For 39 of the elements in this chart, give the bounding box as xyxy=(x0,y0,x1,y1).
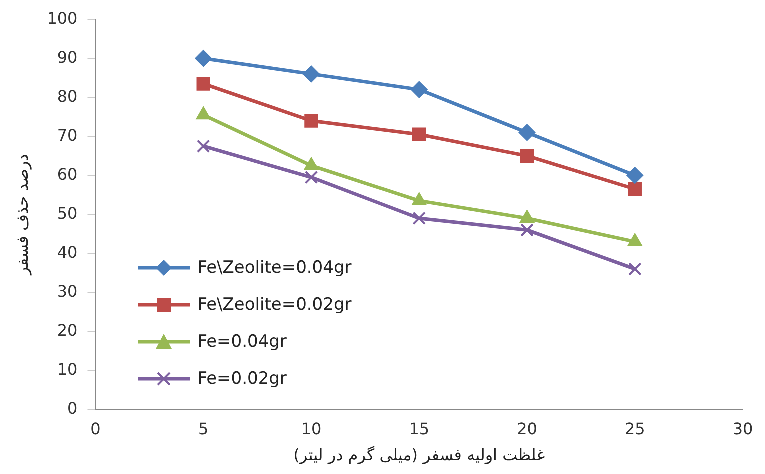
point xyxy=(196,77,210,91)
y-tick-label: 100 xyxy=(47,8,78,28)
point xyxy=(412,128,426,142)
x-tick-label: 0 xyxy=(90,419,101,438)
point xyxy=(195,50,212,68)
x-tick-label: 10 xyxy=(301,419,322,438)
y-tick-label: 40 xyxy=(57,242,78,262)
x-tick-label: 5 xyxy=(198,419,209,438)
point xyxy=(520,149,534,163)
point xyxy=(304,114,318,128)
legend-label: Fe=0.02gr xyxy=(198,369,287,390)
x-tick-label: 15 xyxy=(409,419,430,438)
point xyxy=(410,81,428,98)
x-tick-label: 30 xyxy=(732,419,754,438)
y-tick-label: 90 xyxy=(57,48,78,67)
y-tick-label: 20 xyxy=(57,320,78,340)
point xyxy=(518,124,536,142)
legend-label: Fe\Zeolite=0.02gr xyxy=(198,295,352,316)
x-tick-label: 20 xyxy=(517,419,538,438)
x-tick-label: 25 xyxy=(624,419,646,438)
y-tick-label: 80 xyxy=(57,86,78,106)
point xyxy=(412,212,426,226)
y-tick-label: 70 xyxy=(57,126,78,145)
legend-label: Fe\Zeolite=0.04gr xyxy=(198,258,352,278)
x-axis-title: غلظت اولیه فسفر (میلی گرم در لیتر) xyxy=(294,446,546,465)
legend-label: Fe=0.04gr xyxy=(198,332,287,352)
y-tick-label: 30 xyxy=(57,282,78,301)
point xyxy=(626,167,644,184)
point xyxy=(520,224,534,237)
y-tick-label: 10 xyxy=(57,360,78,379)
point xyxy=(628,182,642,196)
y-tick-label: 50 xyxy=(57,204,78,223)
point xyxy=(628,262,642,276)
y-axis-title: درصد حذف فسفر xyxy=(12,154,32,276)
point xyxy=(302,66,320,83)
y-tick-label: 0 xyxy=(68,398,78,418)
y-tick-label: 60 xyxy=(57,164,78,184)
point xyxy=(196,140,210,154)
point xyxy=(304,170,318,184)
